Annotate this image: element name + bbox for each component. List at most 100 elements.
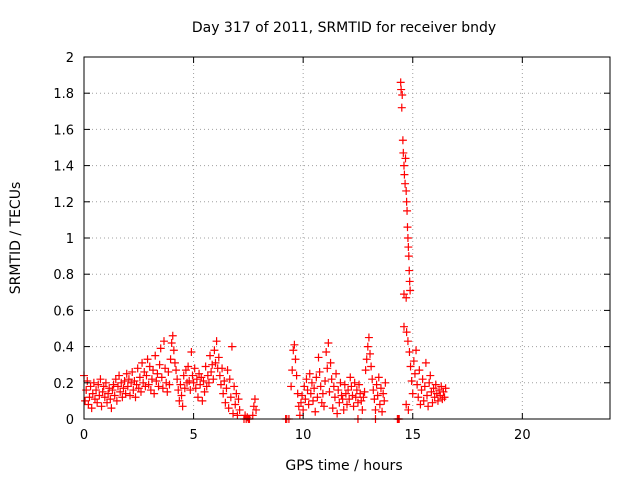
y-tick-label: 1.2	[53, 196, 74, 211]
y-tick-label: 1	[66, 232, 74, 247]
x-tick-label: 20	[514, 428, 531, 443]
data-point	[207, 367, 216, 376]
data-point	[406, 362, 415, 371]
data-point	[189, 378, 198, 387]
data-point	[355, 380, 364, 389]
data-point	[158, 384, 167, 393]
data-point	[401, 154, 410, 163]
data-point	[138, 358, 147, 367]
data-point	[229, 409, 238, 418]
data-point	[147, 375, 156, 384]
data-point	[428, 398, 437, 407]
data-point	[403, 223, 412, 232]
data-point	[210, 346, 219, 355]
data-point	[220, 376, 229, 385]
data-point	[177, 391, 186, 400]
data-point	[231, 400, 240, 409]
y-tick-label: 1.4	[53, 160, 74, 175]
data-point	[330, 393, 339, 402]
data-point	[109, 380, 118, 389]
data-point	[155, 360, 164, 369]
data-point	[175, 396, 184, 405]
data-point	[129, 386, 138, 395]
data-point	[362, 355, 371, 364]
data-point	[381, 378, 390, 387]
tick-labels: 0 5 10 15 20 0 0.2 0.4 0.6 0.8 1 1.2 1.4 1.6 1.8 2	[53, 51, 530, 443]
data-point	[227, 342, 236, 351]
data-point	[405, 277, 414, 286]
data-point	[116, 387, 125, 396]
data-point	[86, 382, 95, 391]
y-tick-label: 0	[66, 413, 74, 428]
data-point	[335, 398, 344, 407]
data-point	[98, 387, 107, 396]
data-point	[441, 384, 450, 393]
data-point	[252, 405, 261, 414]
data-point	[303, 386, 312, 395]
data-point	[403, 234, 412, 242]
data-point	[309, 396, 318, 405]
y-tick-label: 1.8	[53, 87, 74, 102]
data-point	[409, 357, 418, 366]
data-point	[127, 378, 136, 387]
data-point	[120, 376, 129, 385]
data-point	[412, 346, 421, 355]
y-tick-label: 0.8	[53, 268, 74, 283]
data-point	[348, 391, 357, 400]
data-point	[97, 402, 106, 411]
data-point	[299, 405, 308, 414]
y-axis-label: SRMTID / TECUs	[8, 182, 24, 295]
data-point	[379, 389, 388, 398]
data-point	[296, 398, 305, 407]
data-point	[329, 382, 338, 391]
data-point	[440, 393, 449, 402]
data-point	[287, 382, 296, 391]
data-point	[352, 386, 361, 395]
data-point	[141, 382, 150, 391]
data-point	[126, 391, 135, 400]
data-point	[332, 369, 341, 378]
data-point	[230, 382, 239, 391]
data-point	[85, 393, 94, 402]
data-point	[402, 293, 411, 302]
data-point	[321, 376, 330, 385]
data-point	[225, 375, 234, 384]
y-tick-label: 0.2	[53, 377, 74, 392]
data-point	[399, 161, 408, 170]
data-point	[151, 351, 160, 360]
data-point	[106, 395, 115, 404]
data-point	[184, 362, 193, 371]
data-point	[152, 376, 161, 385]
data-point	[203, 371, 212, 380]
data-point	[92, 386, 101, 395]
data-point	[122, 369, 131, 378]
data-point	[209, 375, 218, 384]
data-point	[135, 373, 144, 382]
data-point	[406, 286, 415, 295]
data-point	[371, 405, 380, 414]
data-point	[375, 400, 384, 409]
data-point	[190, 364, 199, 373]
data-point	[93, 398, 102, 407]
data-point	[113, 382, 122, 391]
data-point	[307, 378, 316, 387]
data-point	[162, 378, 171, 387]
data-point	[315, 367, 324, 376]
data-point	[433, 396, 442, 405]
data-point	[110, 391, 119, 400]
data-point	[402, 400, 411, 409]
data-point	[324, 338, 333, 347]
data-point	[172, 366, 181, 375]
data-point	[373, 391, 382, 400]
x-tick-label: 0	[80, 428, 88, 443]
data-point	[323, 364, 332, 373]
data-point	[216, 380, 225, 389]
data-point	[314, 353, 323, 362]
data-point	[322, 348, 331, 357]
data-point	[212, 337, 221, 346]
data-point	[350, 378, 359, 387]
data-point	[410, 369, 419, 378]
data-point	[302, 375, 311, 384]
data-point	[351, 393, 360, 402]
data-point	[233, 411, 242, 420]
